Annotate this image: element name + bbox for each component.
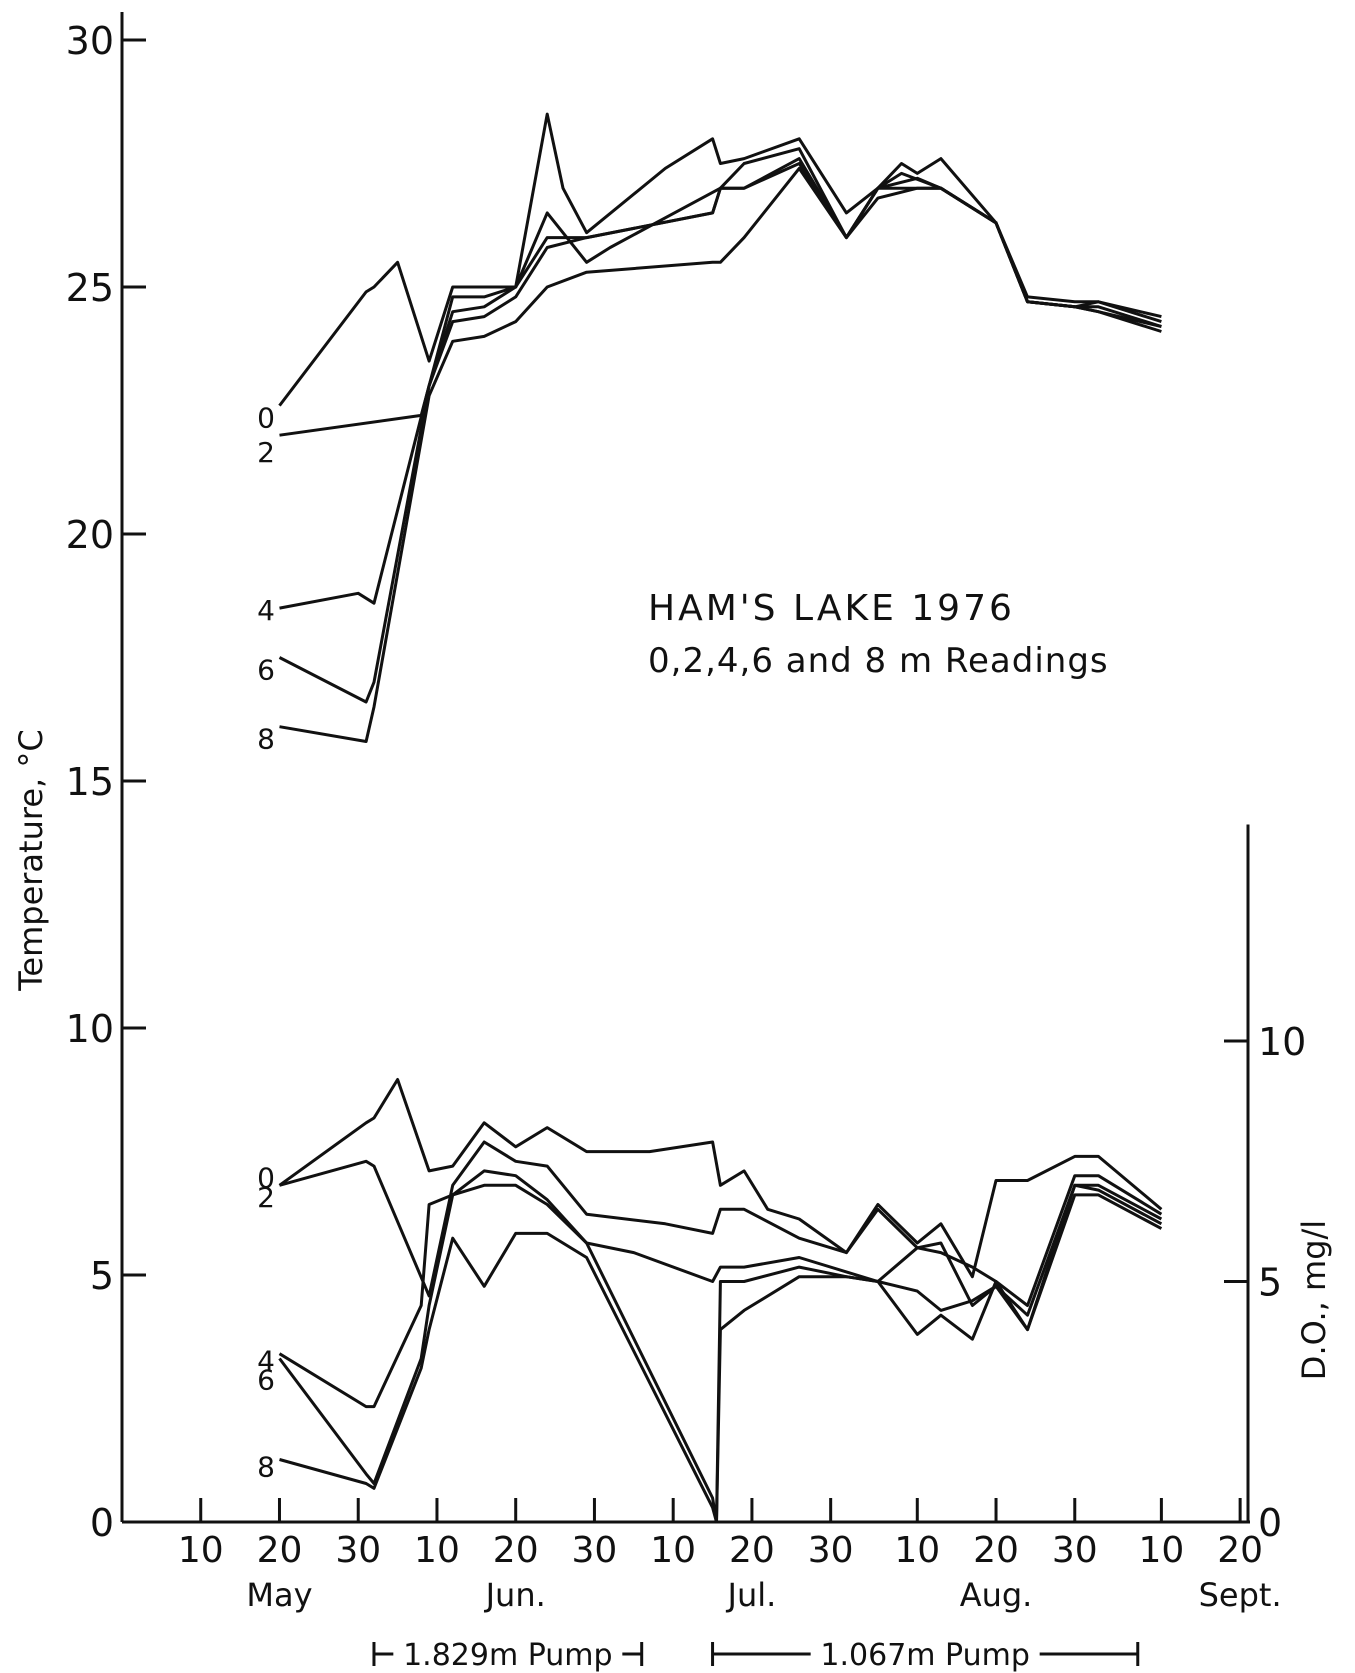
x-tick-label: 10	[178, 1530, 224, 1571]
do-series-label: 6	[257, 1364, 275, 1397]
x-tick-label: 20	[1217, 1530, 1263, 1571]
x-tick-label: 10	[650, 1530, 696, 1571]
temperature-tick-label: 5	[90, 1254, 114, 1298]
do-series-label: 0	[257, 1162, 275, 1195]
x-tick-label: 10	[1138, 1530, 1184, 1571]
temperature-axis-label: Temperature, °C	[12, 729, 50, 991]
temperature-tick-label: 10	[66, 1007, 114, 1051]
x-tick-label: 20	[973, 1530, 1019, 1571]
temperature-series-label: 6	[257, 653, 275, 686]
month-label: Jul.	[726, 1576, 777, 1614]
temperature-series-label: 8	[257, 723, 275, 756]
x-tick-label: 10	[414, 1530, 460, 1571]
x-tick-label: 30	[808, 1530, 854, 1571]
do-axis-label: D.O., mg/l	[1295, 1220, 1333, 1380]
chart-title: HAM'S LAKE 1976	[648, 588, 1015, 629]
x-tick-label: 30	[1052, 1530, 1098, 1571]
temperature-tick-label: 15	[66, 760, 114, 804]
do-series-6m	[278, 1183, 1163, 1524]
do-series-2m	[279, 1140, 1163, 1307]
do-tick-label: 10	[1258, 1020, 1306, 1064]
x-tick-label: 30	[572, 1530, 618, 1571]
x-tick-label: 10	[894, 1530, 940, 1571]
x-tick-label: 20	[729, 1530, 775, 1571]
temperature-tick-label: 20	[66, 513, 114, 557]
do-tick-label: 5	[1258, 1261, 1282, 1305]
month-label: Jun.	[484, 1576, 546, 1614]
temperature-tick-label: 30	[66, 19, 114, 63]
do-series-label: 8	[257, 1450, 275, 1483]
temperature-tick-label: 0	[90, 1501, 114, 1545]
month-label: May	[246, 1576, 312, 1614]
temperature-tick-label: 25	[66, 266, 114, 310]
temperature-series-label: 4	[257, 594, 275, 627]
temperature-series-4m	[279, 157, 1162, 610]
temperature-series-label: 2	[257, 436, 275, 469]
month-label: Aug.	[960, 1576, 1033, 1614]
x-tick-label: 20	[493, 1530, 539, 1571]
pump-period-label: 1.067m Pump	[820, 1638, 1030, 1673]
do-series-8m	[279, 1193, 1163, 1524]
chart-subtitle: 0,2,4,6 and 8 m Readings	[648, 641, 1109, 681]
month-label: Sept.	[1199, 1576, 1282, 1614]
temperature-series-8m	[279, 166, 1162, 743]
do-tick-label: 0	[1258, 1501, 1282, 1545]
x-tick-label: 30	[335, 1530, 381, 1571]
pump-period-label: 1.829m Pump	[403, 1638, 613, 1673]
x-tick-label: 20	[257, 1530, 303, 1571]
do-series-label: 2	[257, 1181, 275, 1214]
do-series-label: 4	[257, 1344, 275, 1377]
temperature-series-label: 0	[257, 401, 275, 434]
temperature-series-0m	[278, 112, 1162, 407]
do-series-0m	[278, 1078, 1163, 1279]
